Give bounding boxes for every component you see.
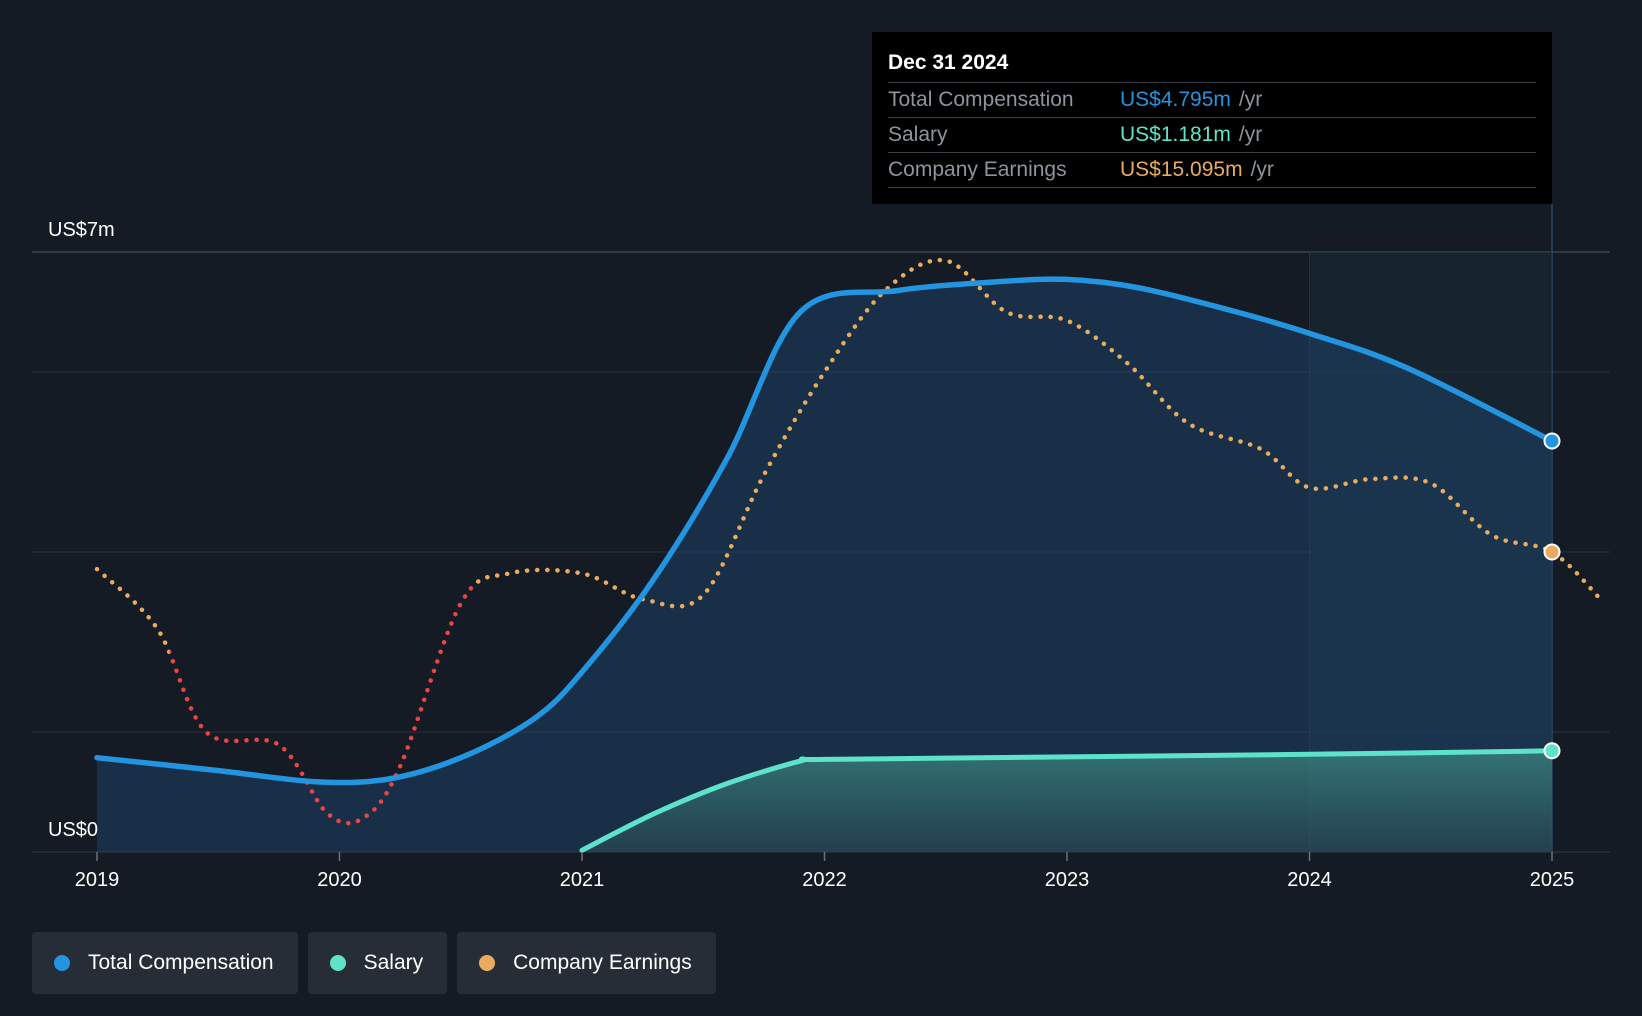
tooltip-label: Total Compensation bbox=[888, 88, 1074, 111]
tooltip-label: Company Earnings bbox=[888, 158, 1067, 181]
tooltip-row-total-compensation: Total Compensation US$4.795m /yr bbox=[888, 82, 1536, 117]
y-axis: US$7m US$0 bbox=[48, 219, 115, 841]
y-label-max: US$7m bbox=[48, 219, 115, 241]
tooltip: Dec 31 2024 Total Compensation US$4.795m… bbox=[872, 32, 1552, 204]
series-line-total-compensation bbox=[94, 276, 1555, 786]
tooltip-unit: /yr bbox=[1250, 158, 1274, 181]
series-line-company-earnings-negative bbox=[169, 583, 473, 826]
legend-dot-icon bbox=[54, 955, 70, 971]
line-layer bbox=[94, 257, 1603, 853]
marker-salary[interactable] bbox=[1543, 742, 1561, 760]
tooltip-value: US$4.795m bbox=[1120, 88, 1231, 111]
legend-dot-icon bbox=[329, 955, 346, 971]
legend-item-company-earnings[interactable]: Company Earnings bbox=[457, 932, 716, 994]
marker-company-earnings[interactable] bbox=[1543, 543, 1561, 561]
area-layer bbox=[97, 279, 1552, 852]
x-tick-label: 2024 bbox=[1287, 869, 1332, 891]
y-label-min: US$0 bbox=[48, 819, 98, 841]
legend-item-salary[interactable]: Salary bbox=[307, 932, 448, 994]
x-tick-label: 2023 bbox=[1045, 869, 1090, 891]
series-line-salary bbox=[579, 748, 1555, 853]
legend-item-total-compensation[interactable]: Total Compensation bbox=[32, 932, 298, 994]
marker-total-compensation[interactable] bbox=[1543, 432, 1561, 450]
tooltip-row-salary: Salary US$1.181m /yr bbox=[888, 117, 1536, 152]
tooltip-unit: /yr bbox=[1238, 88, 1263, 111]
tooltip-date: Dec 31 2024 bbox=[888, 51, 1009, 74]
tooltip-value: US$1.181m bbox=[1120, 123, 1231, 146]
series-area-salary bbox=[582, 750, 1552, 852]
legend-dot-icon bbox=[479, 955, 496, 971]
legend-label: Total Compensation bbox=[88, 951, 274, 974]
x-tick-label: 2021 bbox=[560, 869, 605, 891]
legend-label: Company Earnings bbox=[513, 951, 692, 974]
series-area-total-compensation bbox=[97, 279, 1552, 852]
x-tick-label: 2022 bbox=[802, 869, 847, 891]
legend-label: Salary bbox=[363, 951, 424, 974]
x-axis: 2019 2020 2021 2022 2023 2024 2025 bbox=[75, 852, 1575, 891]
tooltip-unit: /yr bbox=[1238, 123, 1263, 146]
tooltip-value: US$15.095m bbox=[1120, 158, 1243, 181]
legend: Total Compensation Salary Company Earnin… bbox=[32, 932, 716, 994]
end-markers[interactable] bbox=[1543, 432, 1561, 760]
x-tick-label: 2025 bbox=[1530, 869, 1575, 891]
x-tick-label: 2020 bbox=[317, 869, 362, 891]
tooltip-row-company-earnings: Company Earnings US$15.095m /yr bbox=[888, 152, 1536, 188]
x-tick-label: 2019 bbox=[75, 869, 120, 891]
tooltip-label: Salary bbox=[888, 123, 948, 146]
